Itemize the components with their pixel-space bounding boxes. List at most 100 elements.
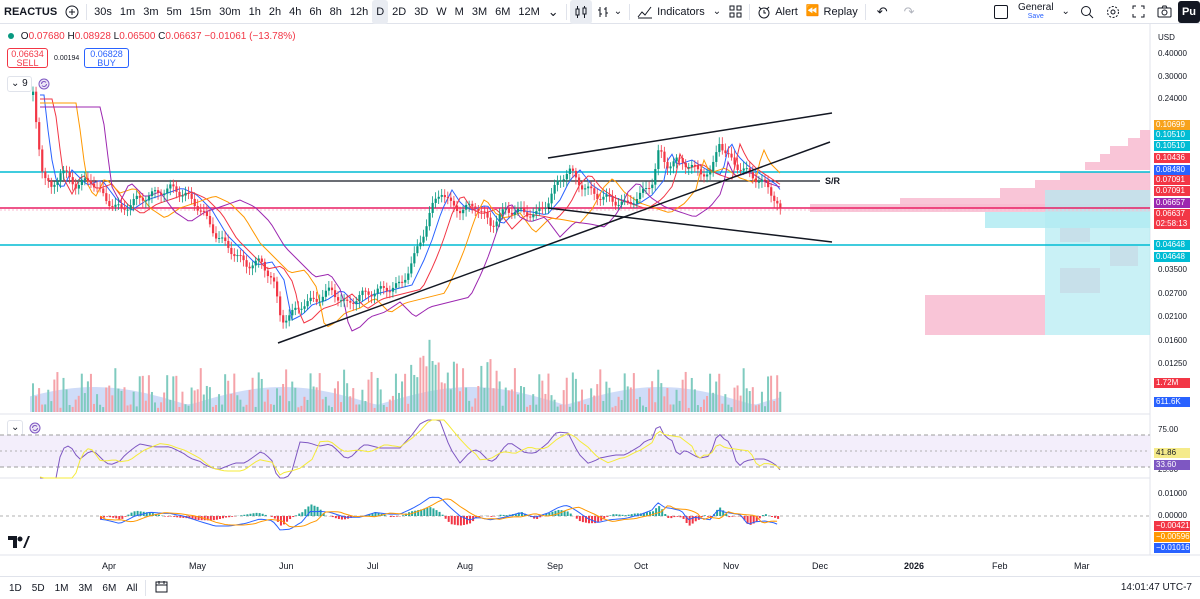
candle-body [373, 293, 376, 297]
symbol-search[interactable]: REACTUS [0, 0, 61, 24]
range-5d[interactable]: 5D [31, 582, 45, 594]
interval-6m[interactable]: 6M [495, 5, 511, 18]
interval-d[interactable]: D [372, 0, 389, 24]
goto-date-button[interactable] [149, 580, 174, 596]
layout-button[interactable]: General Save ⌄ [990, 0, 1074, 24]
macd-histogram-bar [697, 516, 700, 520]
indicators-button[interactable]: Indicators ⌄ [633, 0, 725, 24]
interval-12m[interactable]: 12M [518, 5, 540, 18]
volume-bar [553, 399, 556, 412]
interval-2h[interactable]: 2h [268, 5, 282, 18]
snapshot-button[interactable] [1151, 0, 1178, 24]
macd-histogram-bar [103, 516, 106, 518]
range-1d[interactable]: 1D [9, 582, 22, 594]
lower-channel-line[interactable] [547, 207, 833, 243]
candle-body [727, 153, 730, 155]
interval-2d[interactable]: 2D [392, 5, 407, 18]
macd-histogram-bar [249, 513, 252, 516]
macd-histogram-bar [356, 516, 359, 517]
volume-bar [59, 407, 62, 412]
candle-body [398, 281, 401, 284]
quick-search-button[interactable] [1074, 0, 1100, 24]
alert-button[interactable]: Alert [753, 0, 802, 24]
candle-body [135, 195, 138, 200]
interval-30m[interactable]: 30m [219, 5, 241, 18]
range-3m[interactable]: 3M [78, 582, 93, 594]
tradingview-logo[interactable] [8, 535, 30, 551]
macd-histogram-bar [371, 513, 374, 516]
fullscreen-button[interactable] [1126, 0, 1151, 24]
volume-bar [297, 407, 300, 412]
volume-bar [657, 369, 660, 412]
candle-body [635, 198, 639, 204]
macd-histogram-bar [389, 516, 392, 518]
interval-3m[interactable]: 3m [143, 5, 159, 18]
macd-histogram-bar [231, 516, 234, 517]
collapse-indicators-button[interactable]: ⌄ 9 [7, 76, 32, 92]
volume-profile-row [1128, 138, 1150, 146]
range-1m[interactable]: 1M [54, 582, 69, 594]
replay-button[interactable]: ⏪ Replay [802, 0, 862, 24]
buy-button[interactable]: 0.06828 BUY [84, 48, 129, 68]
interval-w[interactable]: W [436, 5, 447, 18]
sync-icon[interactable] [38, 78, 50, 90]
volume-bar [434, 364, 437, 412]
interval-8h[interactable]: 8h [329, 5, 342, 18]
macd-histogram-bar [639, 513, 642, 516]
add-symbol-button[interactable] [61, 0, 83, 24]
candle-body [663, 151, 666, 163]
range-6m[interactable]: 6M [102, 582, 117, 594]
sync-icon[interactable] [29, 422, 41, 434]
candle-body [468, 203, 471, 205]
candle-body [614, 201, 617, 206]
volume-profile-row [1110, 246, 1138, 266]
redo-button[interactable]: ↷ [896, 0, 923, 24]
undo-button[interactable]: ↶ [869, 0, 896, 24]
publish-button[interactable]: Pu [1177, 0, 1200, 23]
interval-6h[interactable]: 6h [309, 5, 322, 18]
interval-1m[interactable]: 1m [119, 5, 136, 18]
clock[interactable]: 14:01:47 UTC-7 [1120, 582, 1192, 593]
candle-body [272, 277, 276, 282]
macd-histogram-bar [764, 514, 767, 516]
interval-15m[interactable]: 15m [189, 5, 212, 18]
interval-m[interactable]: M [454, 5, 464, 18]
macd-histogram-bar [755, 516, 758, 522]
macd-histogram-bar [603, 516, 606, 519]
compare-button[interactable]: ⌄ [592, 0, 626, 24]
macd-histogram-bar [334, 516, 337, 519]
candle-body [324, 290, 327, 297]
candle-body [254, 260, 257, 266]
interval-12h[interactable]: 12h [349, 5, 369, 18]
range-all[interactable]: All [126, 582, 138, 594]
ascending-trendline[interactable] [277, 141, 831, 344]
candle-body [312, 297, 315, 299]
volume-bar [163, 392, 166, 412]
macd-tag: −0.01016 [1154, 543, 1190, 553]
interval-5m[interactable]: 5m [166, 5, 182, 18]
candle-body [455, 205, 459, 212]
interval-1h[interactable]: 1h [248, 5, 261, 18]
sell-button[interactable]: 0.06634 SELL [7, 48, 48, 68]
upper-channel-line[interactable] [547, 112, 833, 159]
candle-body [407, 273, 410, 280]
collapse-rsi-button[interactable]: ⌄ [7, 420, 24, 436]
candle-body [684, 162, 687, 168]
currency-label[interactable]: USD [1158, 33, 1175, 42]
macd-histogram-bar [154, 513, 157, 516]
volume-bar [346, 383, 349, 412]
candle-body [706, 174, 709, 177]
interval-3m[interactable]: 3M [471, 5, 488, 18]
interval-4h[interactable]: 4h [289, 5, 302, 18]
chart-type-button[interactable] [569, 0, 592, 24]
candle-body [690, 164, 693, 168]
high-value: 0.08928 [74, 31, 111, 42]
interval-dropdown-button[interactable]: ⌄ [544, 0, 563, 24]
settings-button[interactable] [1100, 0, 1126, 24]
volume-bar [230, 393, 233, 412]
macd-histogram-bar [292, 516, 295, 518]
interval-3d[interactable]: 3D [414, 5, 429, 18]
templates-button[interactable] [725, 0, 746, 24]
interval-30s[interactable]: 30s [94, 5, 112, 18]
